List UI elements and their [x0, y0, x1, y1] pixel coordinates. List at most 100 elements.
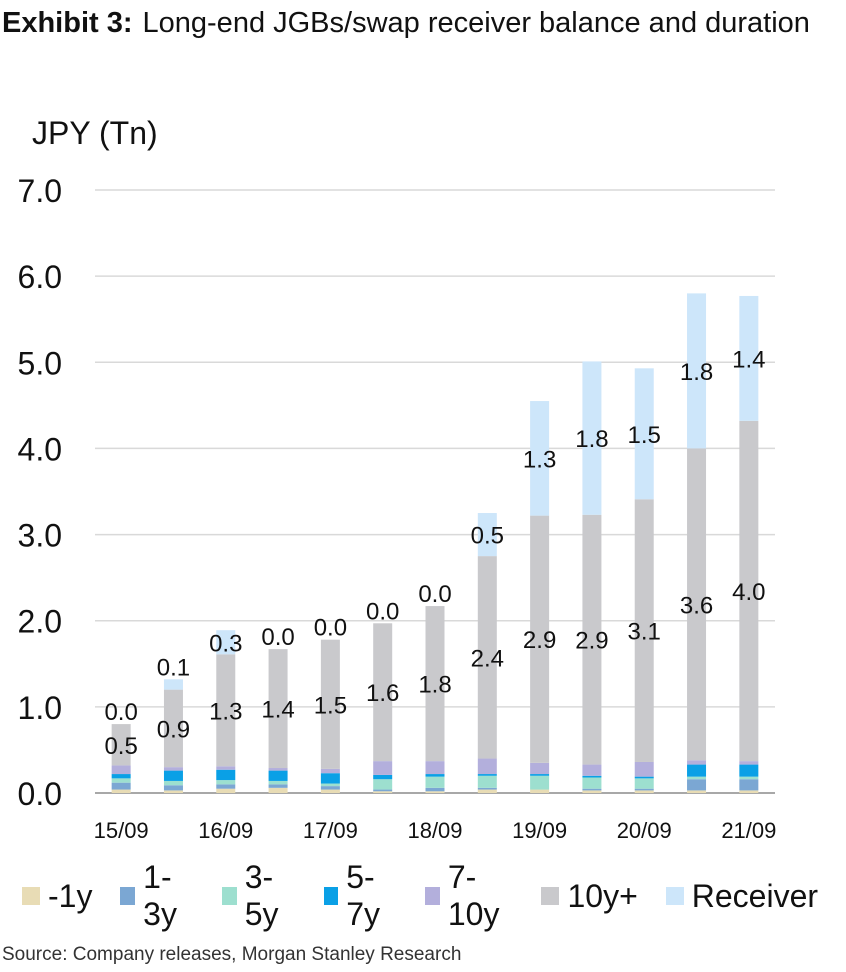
data-label-10y-plus: 1.4 — [261, 697, 294, 724]
bar-segment-receiver — [582, 361, 602, 515]
bar-segment-5-7y — [163, 770, 183, 781]
data-label-receiver: 0.5 — [471, 523, 504, 550]
legend-label: 7-10y — [447, 859, 500, 932]
legend-item: Receiver — [665, 877, 819, 915]
bar-segment-3-5y — [163, 780, 183, 786]
y-tick-label: 4.0 — [18, 431, 62, 467]
bar-segment-10y- — [634, 499, 654, 762]
chart-title: Exhibit 3: Long-end JGBs/swap receiver ba… — [2, 2, 822, 44]
data-label-receiver: 0.0 — [418, 581, 451, 608]
data-label-receiver: 1.8 — [680, 359, 713, 386]
legend-swatch — [222, 887, 237, 905]
x-tick-label: 18/09 — [407, 818, 462, 843]
data-label-receiver: 0.0 — [261, 624, 294, 651]
bar-segment-5-7y — [425, 774, 445, 777]
x-tick-label: 21/09 — [721, 818, 776, 843]
bar-segment-5-7y — [268, 770, 288, 781]
bar-segment-10y- — [530, 515, 550, 763]
y-tick-label: 2.0 — [18, 604, 62, 640]
bar-segment-3-5y — [739, 776, 759, 780]
data-label-10y-plus: 1.6 — [366, 680, 399, 707]
bar-segment-5-7y — [111, 774, 131, 779]
bar-segment-10y- — [477, 556, 497, 759]
data-label-10y-plus: 0.9 — [157, 716, 190, 743]
bar-segment-7-10y — [530, 762, 550, 775]
bar-segment--1y — [268, 787, 288, 793]
data-label-10y-plus: 2.4 — [471, 645, 504, 672]
data-label-receiver: 1.5 — [628, 422, 661, 449]
legend-label: -1y — [48, 877, 93, 914]
exhibit-label: Exhibit 3: — [2, 7, 133, 39]
bar-segment-10y- — [425, 606, 445, 762]
bar-segment--1y — [739, 790, 759, 793]
y-tick-label: 6.0 — [18, 259, 62, 295]
bar-segment-10y- — [268, 649, 288, 769]
bar-segment-10y- — [687, 448, 707, 761]
bar-segment-5-7y — [634, 776, 654, 779]
bar-segment-3-5y — [216, 780, 236, 785]
legend-label: 1-3y — [143, 859, 177, 932]
bar-segment-1-3y — [111, 782, 131, 790]
title-text: Long-end JGBs/swap receiver balance and … — [142, 7, 810, 39]
data-label-receiver: 0.1 — [157, 654, 190, 681]
bar-segment-receiver — [530, 401, 550, 516]
bar-segment-5-7y — [373, 774, 393, 780]
bar-segment-1-3y — [739, 779, 759, 791]
bar-segment--1y — [582, 790, 602, 793]
bar-segment-3-5y — [634, 778, 654, 789]
data-label-10y-plus: 3.1 — [628, 619, 661, 646]
x-tick-label: 17/09 — [303, 818, 358, 843]
bar-segment-3-5y — [425, 776, 445, 788]
y-axis-label: JPY (Tn) — [32, 115, 158, 151]
bar-segment-receiver — [216, 630, 236, 655]
data-label-receiver: 0.0 — [314, 615, 347, 642]
legend-label: 5-7y — [346, 859, 381, 932]
bar-segment-7-10y — [373, 761, 393, 775]
data-label-10y-plus: 1.3 — [209, 698, 242, 725]
legend: -1y 1-3y 3-5y 5-7y 7-10y 10y+ Receiver — [22, 859, 846, 932]
legend-swatch — [665, 887, 684, 905]
legend-swatch — [22, 887, 40, 905]
data-label-10y-plus: 2.9 — [575, 628, 608, 655]
bar-segment-7-10y — [582, 764, 602, 776]
data-label-10y-plus: 0.5 — [104, 733, 137, 760]
bar-segment-3-5y — [373, 779, 393, 790]
bar-segment-5-7y — [477, 774, 497, 776]
legend-swatch — [541, 887, 560, 905]
legend-label: 10y+ — [567, 877, 638, 914]
legend-item: 1-3y — [120, 859, 194, 933]
bar-segment--1y — [425, 791, 445, 793]
y-tick-label: 3.0 — [18, 518, 62, 554]
bar-segment-3-5y — [530, 775, 550, 790]
bar-segment--1y — [477, 789, 497, 793]
bar-segment-5-7y — [739, 764, 759, 777]
legend-label: Receiver — [691, 877, 819, 914]
legend-swatch — [425, 887, 440, 905]
bar-segment-1-3y — [320, 786, 340, 790]
bar-segment-3-5y — [477, 775, 497, 788]
x-tick-label: 20/09 — [617, 818, 672, 843]
data-label-10y-plus: 1.8 — [418, 672, 451, 699]
bar-segment-10y- — [373, 623, 393, 762]
legend-swatch — [120, 887, 136, 905]
bar-segment-10y- — [111, 724, 131, 766]
data-label-10y-plus: 1.5 — [314, 692, 347, 719]
bar-segment-1-3y — [477, 787, 497, 790]
bar-segment-7-10y — [425, 761, 445, 775]
bar-segment-1-3y — [425, 787, 445, 792]
legend-swatch — [323, 887, 339, 905]
legend-item: 3-5y — [222, 859, 296, 933]
data-label-10y-plus: 3.6 — [680, 592, 713, 619]
bar-segment-7-10y — [739, 761, 759, 765]
y-tick-label: 0.0 — [18, 776, 62, 812]
legend-item: 5-7y — [323, 859, 398, 933]
bar-segment-10y- — [320, 639, 340, 769]
bar-segment-1-3y — [268, 784, 288, 788]
bar-segment-7-10y — [111, 765, 131, 775]
bar-segment-5-7y — [582, 775, 602, 778]
legend-item: -1y — [22, 878, 92, 915]
bar-segment-3-5y — [268, 780, 288, 785]
bar-segment-3-5y — [582, 777, 602, 789]
bar-segment-1-3y — [687, 779, 707, 791]
